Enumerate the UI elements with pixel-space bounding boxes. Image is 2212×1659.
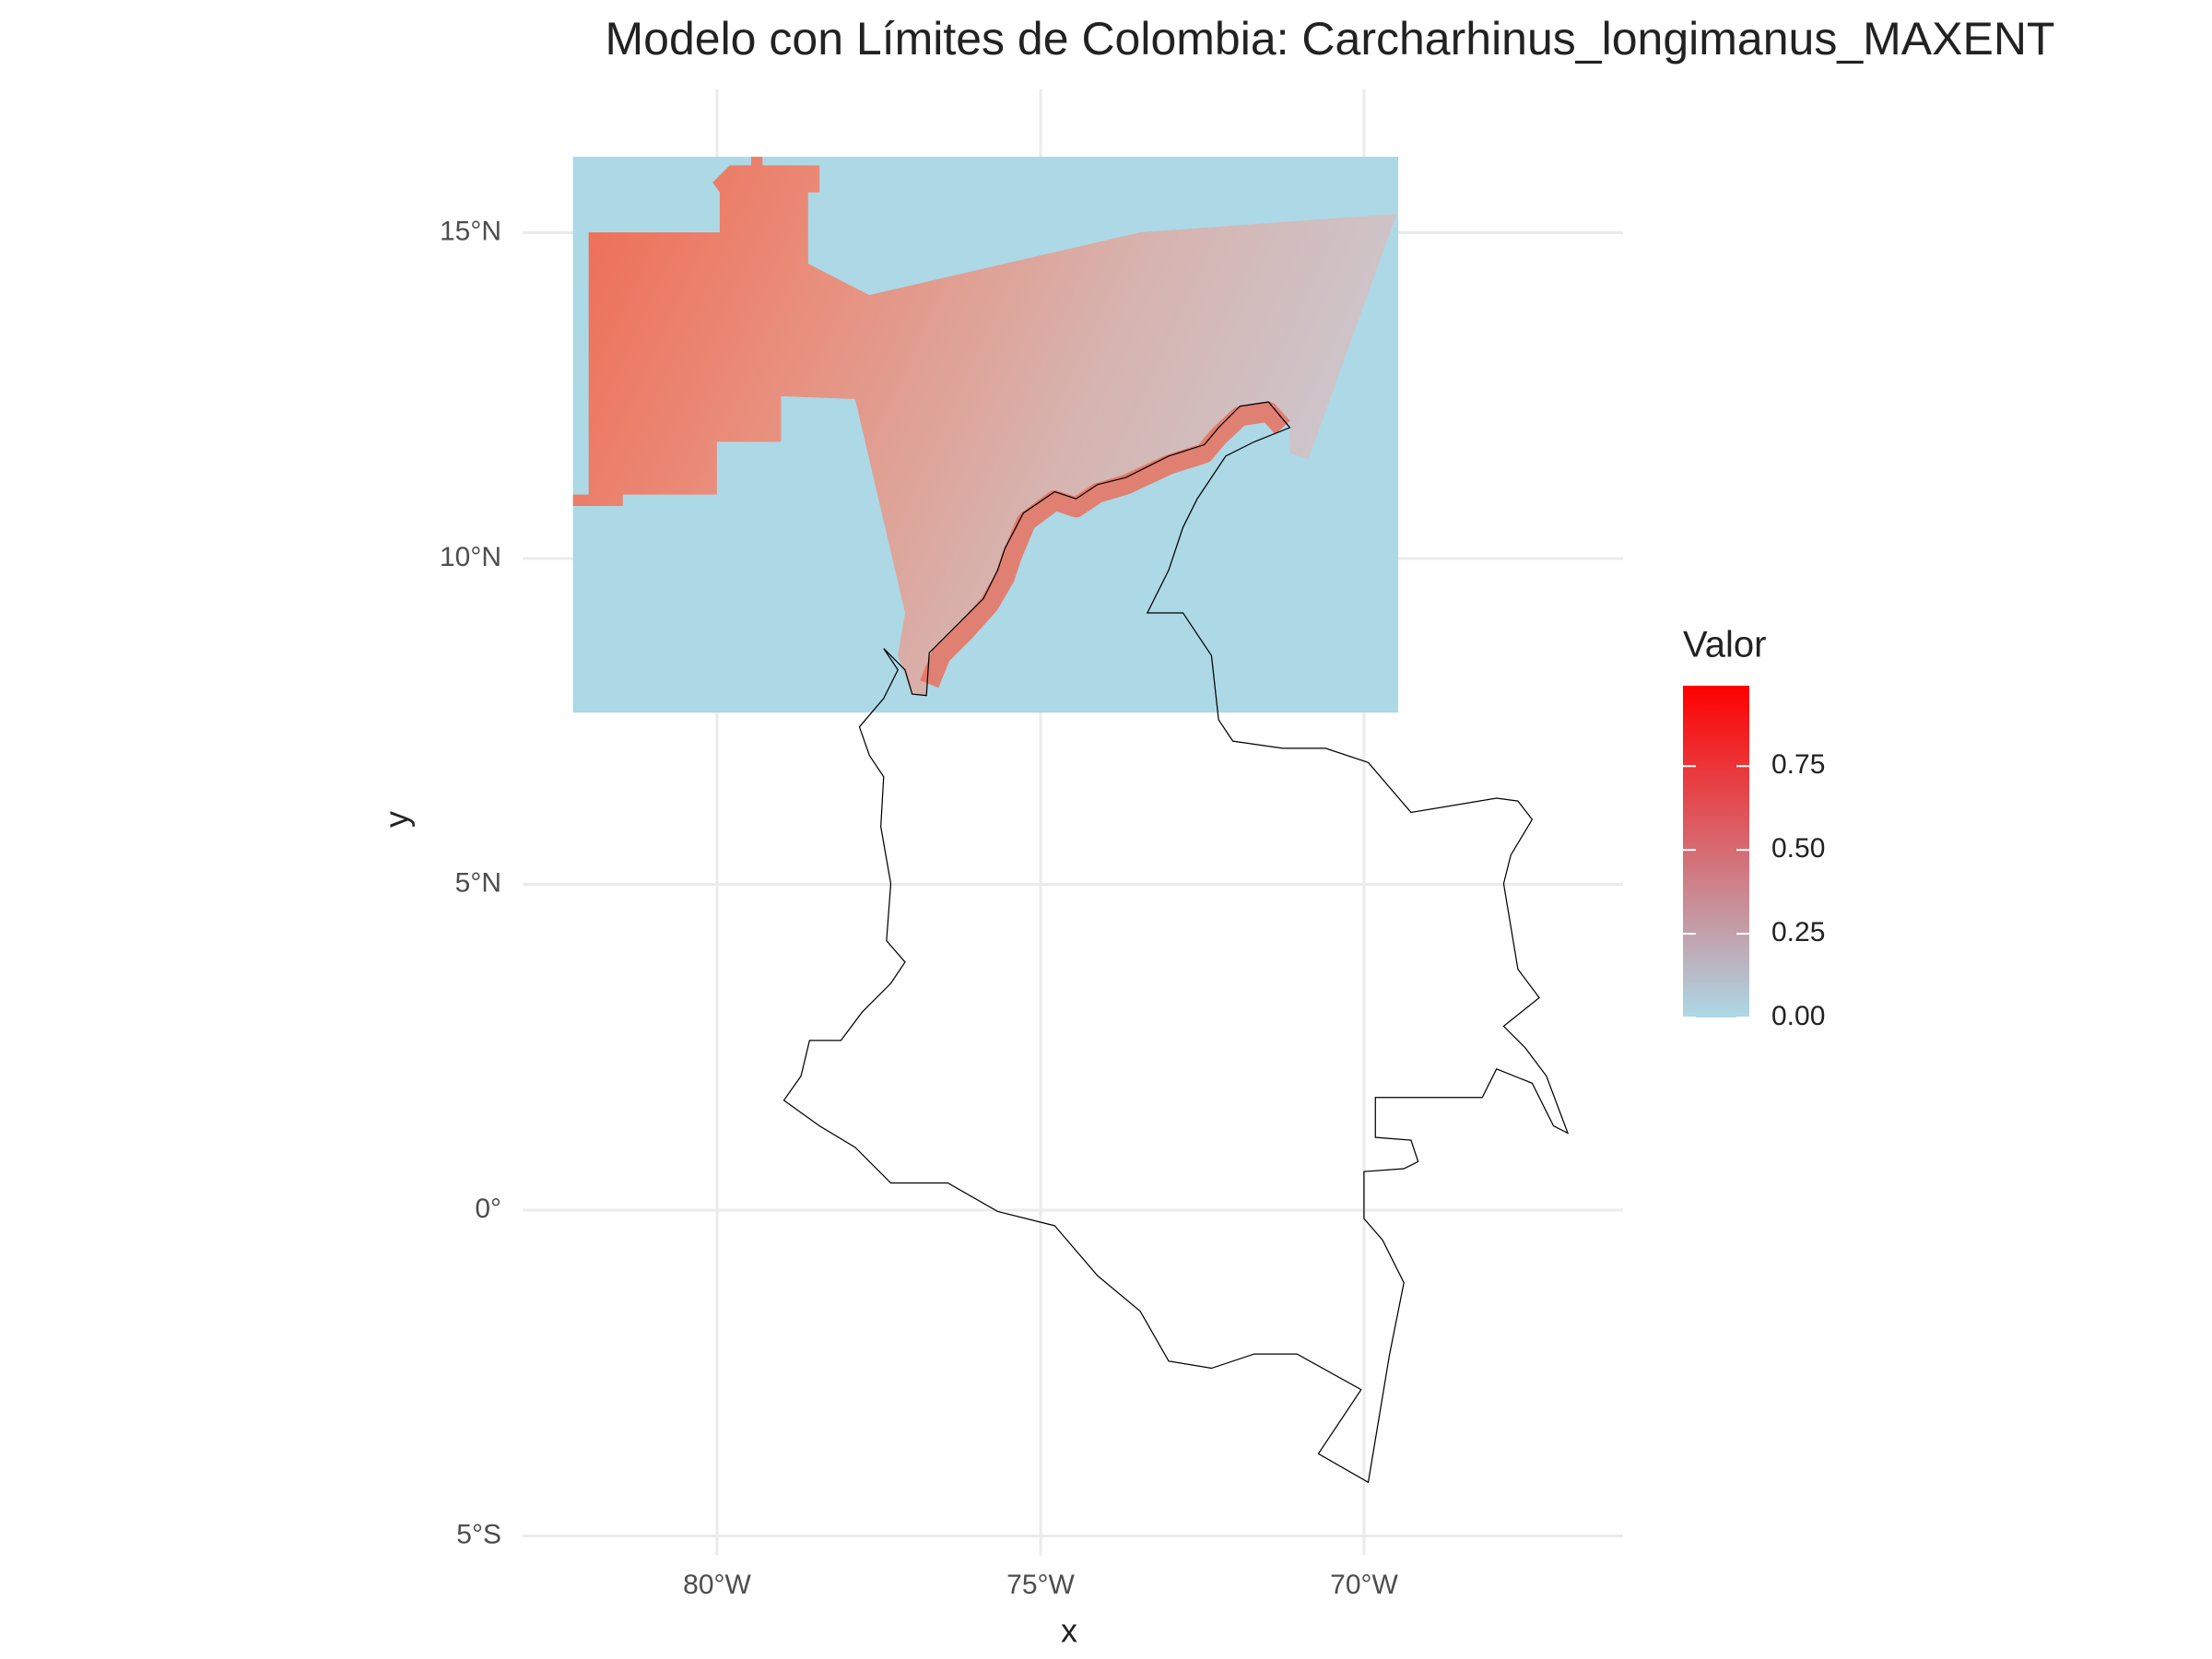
legend-tick-label: 0.75: [1771, 749, 1825, 780]
colombia-outline: [782, 401, 1570, 1484]
legend-title: Valor: [1683, 625, 1766, 665]
y-axis-label: y: [378, 811, 416, 828]
y-tick-label: 10°N: [440, 542, 501, 572]
colorbar: [1683, 686, 1749, 1018]
chart-title: Modelo con Límites de Colombia: Carcharh…: [606, 13, 2055, 65]
map: [572, 157, 1570, 1484]
y-tick-label: 0°: [475, 1194, 501, 1224]
y-tick-label: 15°N: [440, 216, 501, 246]
y-tick-label: 5°N: [455, 867, 501, 898]
x-tick-label: 70°W: [1330, 1570, 1398, 1600]
legend-tick-label: 0.00: [1771, 1001, 1825, 1031]
y-tick-label: 5°S: [456, 1519, 501, 1549]
raster-model: [572, 157, 1397, 696]
legend-tick-label: 0.50: [1771, 833, 1825, 864]
x-tick-label: 75°W: [1006, 1570, 1075, 1600]
coastal-band: [920, 402, 1290, 688]
x-tick-label: 80°W: [683, 1570, 751, 1600]
x-axis-label: x: [1061, 1612, 1077, 1650]
legend-tick-label: 0.25: [1771, 917, 1825, 947]
